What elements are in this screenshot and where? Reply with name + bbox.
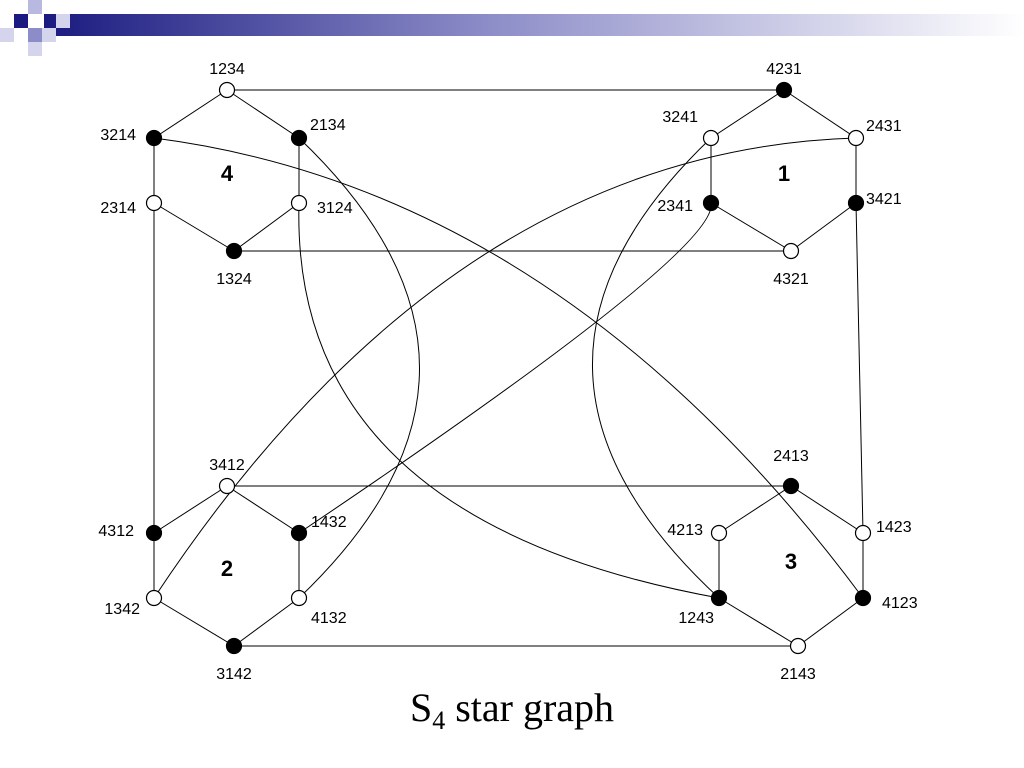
node-label-3241: 3241 [662,109,698,126]
node-3124 [290,194,308,212]
node-4123 [854,589,872,607]
header-square [28,0,42,14]
edge-1324-2314 [153,202,235,252]
header-square [28,28,42,42]
edge-2341-1432 [298,202,712,534]
node-3142 [225,637,243,655]
node-4132 [290,589,308,607]
edge-3214-1234 [153,89,228,139]
node-label-4213: 4213 [667,522,703,539]
edge-4231-2431 [783,89,857,139]
cluster-label-2: 2 [221,556,233,581]
header-square [28,42,42,56]
edge-3124-1324 [233,202,300,252]
node-label-1324: 1324 [216,271,252,288]
edge-4213-2413 [718,485,792,534]
nodes-layer [145,81,872,655]
cluster-label-3: 3 [785,549,797,574]
node-label-4132: 4132 [311,610,347,627]
node-3241 [702,129,720,147]
header-square [56,14,70,28]
node-label-4123: 4123 [882,595,918,612]
edge-4312-3412 [153,485,228,534]
edge-4132-3142 [233,597,300,647]
node-label-3412: 3412 [209,457,245,474]
edge-3412-1432 [226,485,300,534]
node-1324 [225,242,243,260]
node-1432 [290,524,308,542]
edge-3142-1342 [153,597,235,647]
diagram-title: S4 star graph [0,684,1024,734]
node-2134 [290,129,308,147]
edges-layer [153,89,864,647]
node-2431 [847,129,865,147]
header-square [14,14,28,28]
node-label-1234: 1234 [209,61,245,78]
node-1423 [854,524,872,542]
node-4213 [710,524,728,542]
node-2341 [702,194,720,212]
node-4231 [775,81,793,99]
node-label-3142: 3142 [216,666,252,683]
cluster-label-1: 1 [778,161,790,186]
node-label-3421: 3421 [866,191,902,208]
node-1234 [218,81,236,99]
node-2314 [145,194,163,212]
node-label-4312: 4312 [98,523,134,540]
edge-3214-4123 [153,137,864,599]
edge-2134-4132 [298,137,420,599]
header-square [42,28,56,42]
edge-2413-1423 [790,485,864,534]
node-label-1432: 1432 [311,514,347,531]
node-label-2431: 2431 [866,118,902,135]
title-symbol: S [409,685,433,730]
title-subscript: 4 [432,706,446,735]
node-4321 [782,242,800,260]
edge-2431-1342 [153,137,857,599]
edge-1234-2134 [226,89,300,139]
node-labels: 1234213431241324231432144231243134214321… [98,61,917,683]
edge-4123-2143 [797,597,864,647]
header-square [0,28,14,42]
slide-header-decoration [0,0,1024,56]
node-2413 [782,477,800,495]
node-label-2134: 2134 [310,117,346,134]
node-1243 [710,589,728,607]
node-label-2413: 2413 [773,448,809,465]
edge-3421-1423 [855,202,864,534]
node-label-3124: 3124 [317,200,353,217]
node-label-2143: 2143 [780,666,816,683]
node-label-2341: 2341 [657,198,693,215]
edge-4321-2341 [710,202,792,252]
title-text: star graph [455,685,615,730]
node-label-4321: 4321 [773,271,809,288]
edge-3241-4231 [710,89,785,139]
header-gradient-bar [44,14,1024,36]
node-3421 [847,194,865,212]
node-label-1342: 1342 [104,601,140,618]
node-label-2314: 2314 [100,200,136,217]
node-2143 [789,637,807,655]
node-label-1243: 1243 [678,610,714,627]
node-3412 [218,477,236,495]
cluster-label-4: 4 [221,161,234,186]
edge-3124-1243 [298,202,720,599]
node-label-4231: 4231 [766,61,802,78]
node-label-1423: 1423 [876,519,912,536]
edge-3241-1243 [592,137,720,599]
edge-3421-4321 [790,202,857,252]
node-3214 [145,129,163,147]
cluster-labels: 4 1 2 3 [221,161,797,581]
node-1342 [145,589,163,607]
edge-2143-1243 [718,597,799,647]
node-4312 [145,524,163,542]
node-label-3214: 3214 [100,127,136,144]
